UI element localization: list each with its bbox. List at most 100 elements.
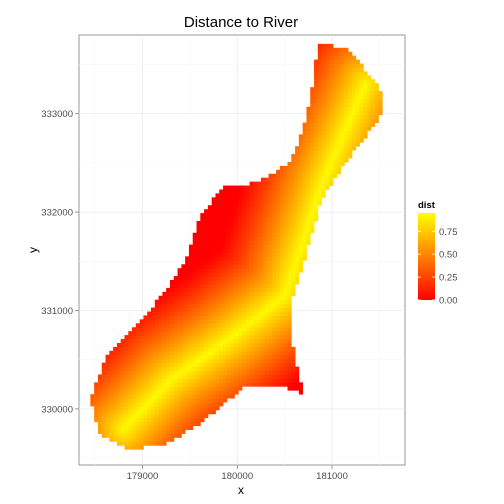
heatmap-cell — [272, 280, 277, 285]
heatmap-cell — [215, 264, 220, 269]
heatmap-cell — [147, 425, 152, 430]
heatmap-cell — [128, 354, 133, 360]
heatmap-cell — [295, 264, 300, 269]
heatmap-cell — [181, 402, 186, 407]
heatmap-cell — [321, 95, 326, 100]
heatmap-cell — [340, 67, 345, 72]
heatmap-cell — [124, 342, 129, 348]
heatmap-cell — [188, 291, 194, 297]
heatmap-cell — [200, 382, 205, 387]
heatmap-cell — [177, 323, 182, 328]
heatmap-cell — [105, 378, 110, 383]
heatmap-cell — [242, 256, 247, 261]
heatmap-cell — [260, 181, 266, 186]
heatmap-cell — [226, 268, 232, 273]
heatmap-cell — [94, 398, 99, 403]
heatmap-cell — [336, 114, 341, 120]
heatmap-cell — [291, 157, 296, 163]
heatmap-cell — [332, 71, 338, 76]
heatmap-cell — [329, 165, 334, 171]
heatmap-cell — [238, 386, 243, 391]
heatmap-cell — [143, 366, 148, 371]
heatmap-cell — [344, 157, 349, 163]
heatmap-cell — [257, 311, 262, 316]
heatmap-cell — [325, 43, 330, 49]
heatmap-cell — [295, 378, 300, 383]
heatmap-cell — [336, 130, 341, 135]
heatmap-cell — [329, 169, 334, 175]
heatmap-cell — [223, 228, 228, 234]
heatmap-cell — [223, 291, 228, 297]
heatmap-cell — [226, 224, 232, 230]
heatmap-cell — [363, 126, 368, 131]
heatmap-cell — [302, 161, 307, 167]
heatmap-cell — [283, 173, 288, 179]
heatmap-cell — [223, 193, 228, 198]
heatmap-cell — [321, 157, 326, 163]
heatmap-cell — [268, 358, 273, 364]
heatmap-cell — [344, 114, 349, 120]
heatmap-cell — [253, 232, 258, 238]
heatmap-cell — [329, 146, 334, 151]
heatmap-cell — [355, 122, 360, 127]
heatmap-cell — [306, 126, 311, 131]
heatmap-cell — [298, 252, 304, 257]
heatmap-cell — [215, 224, 220, 230]
heatmap-cell — [219, 291, 224, 297]
heatmap-cell — [332, 91, 338, 96]
heatmap-cell — [253, 295, 258, 301]
heatmap-cell — [249, 213, 254, 218]
heatmap-cell — [113, 346, 118, 352]
heatmap-cell — [173, 291, 178, 297]
heatmap-cell — [147, 346, 152, 352]
heatmap-cell — [351, 138, 357, 143]
heatmap-cell — [154, 339, 160, 344]
heatmap-cell — [151, 429, 156, 434]
heatmap-cell — [143, 378, 148, 383]
heatmap-cell — [268, 217, 273, 222]
heatmap-cell — [188, 252, 194, 257]
heatmap-cell — [336, 102, 341, 108]
heatmap-cell — [245, 280, 250, 285]
heatmap-cell — [223, 307, 228, 312]
heatmap-cell — [257, 378, 262, 383]
heatmap-cell — [359, 102, 364, 108]
heatmap-cell — [348, 67, 353, 72]
heatmap-cell — [245, 220, 250, 226]
heatmap-cell — [268, 335, 273, 340]
heatmap-cell — [325, 75, 330, 80]
heatmap-cell — [215, 303, 220, 308]
heatmap-cell — [113, 425, 118, 430]
heatmap-cell — [276, 362, 281, 368]
heatmap-cell — [276, 358, 281, 364]
heatmap-cell — [132, 366, 137, 371]
heatmap-cell — [200, 398, 205, 403]
heatmap-cell — [257, 224, 262, 230]
heatmap-cell — [215, 272, 220, 277]
heatmap-cell — [97, 390, 103, 395]
heatmap-cell — [211, 354, 216, 360]
heatmap-cell — [230, 287, 235, 293]
heatmap-cell — [325, 59, 330, 64]
heatmap-cell — [291, 287, 296, 293]
heatmap-cell — [147, 398, 152, 403]
heatmap-cell — [116, 370, 122, 375]
heatmap-cell — [219, 189, 224, 194]
heatmap-cell — [317, 75, 323, 80]
heatmap-cell — [302, 244, 307, 249]
heatmap-cell — [306, 193, 311, 198]
heatmap-cell — [234, 260, 239, 265]
heatmap-cell — [177, 409, 182, 415]
heatmap-cell — [200, 236, 205, 242]
heatmap-cell — [359, 106, 364, 112]
heatmap-cell — [242, 287, 247, 293]
heatmap-cell — [264, 260, 269, 265]
heatmap-cell — [242, 236, 247, 242]
heatmap-cell — [264, 256, 269, 261]
heatmap-cell — [154, 409, 160, 415]
heatmap-cell — [283, 315, 288, 320]
heatmap-cell — [249, 189, 254, 194]
heatmap-cell — [329, 161, 334, 167]
heatmap-cell — [310, 193, 315, 198]
heatmap-cell — [264, 268, 269, 273]
